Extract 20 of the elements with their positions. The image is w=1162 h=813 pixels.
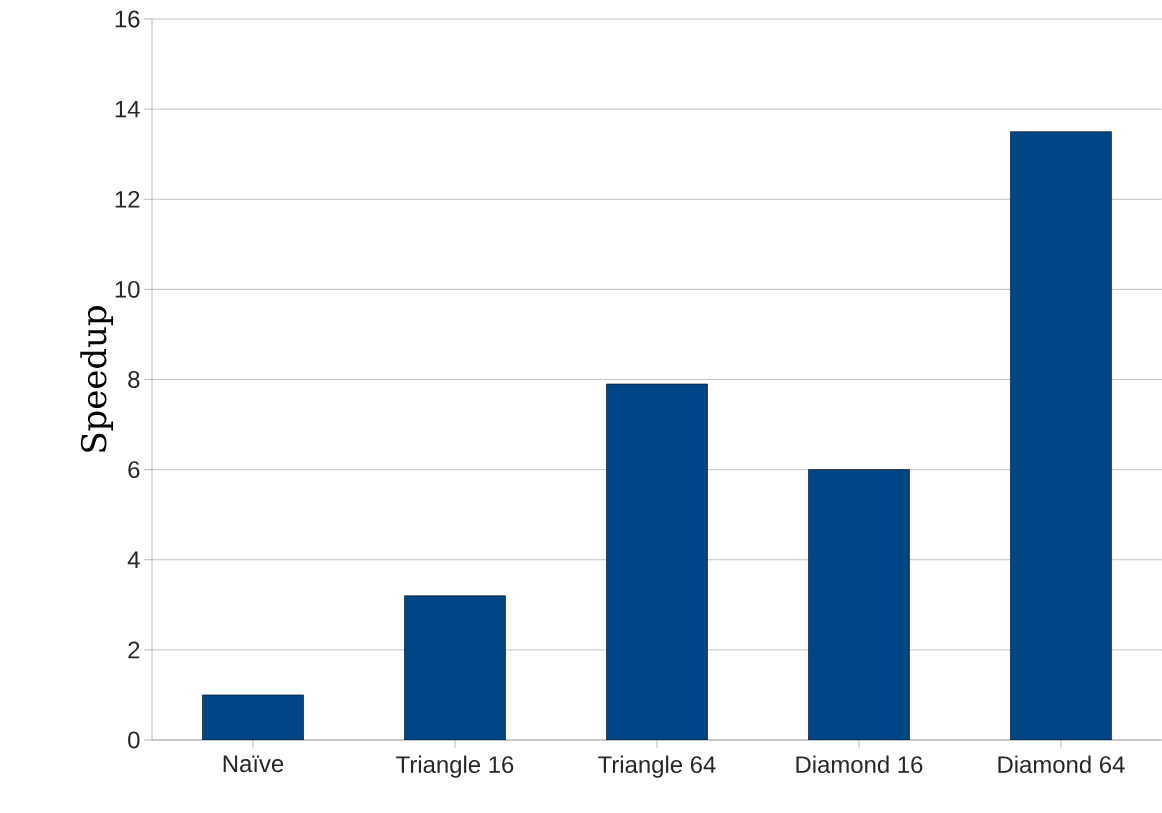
- bar: [606, 383, 708, 740]
- bar: [1010, 131, 1112, 740]
- y-tick-label: 14: [115, 100, 140, 118]
- y-tick-label: 10: [115, 280, 140, 298]
- x-tick-label: Naïve: [223, 755, 284, 773]
- x-tick-label: Diamond 64: [998, 755, 1125, 774]
- y-axis-title: Speedup: [80, 306, 114, 452]
- y-tick-label: 16: [115, 10, 140, 28]
- y-tick-label: 0: [128, 731, 140, 749]
- y-tick-label: 6: [128, 461, 140, 479]
- y-tick-label: 4: [127, 551, 140, 568]
- y-tick-label: 2: [128, 641, 140, 659]
- bar: [404, 595, 506, 740]
- y-tick-label: 8: [128, 371, 140, 388]
- bar: [202, 694, 304, 740]
- x-tick-label: Triangle 64: [598, 755, 716, 778]
- y-tick-label: 12: [115, 190, 140, 208]
- x-tick-label: Diamond 16: [796, 755, 923, 774]
- bar: [808, 469, 910, 740]
- x-tick-label: Triangle 16: [396, 755, 514, 778]
